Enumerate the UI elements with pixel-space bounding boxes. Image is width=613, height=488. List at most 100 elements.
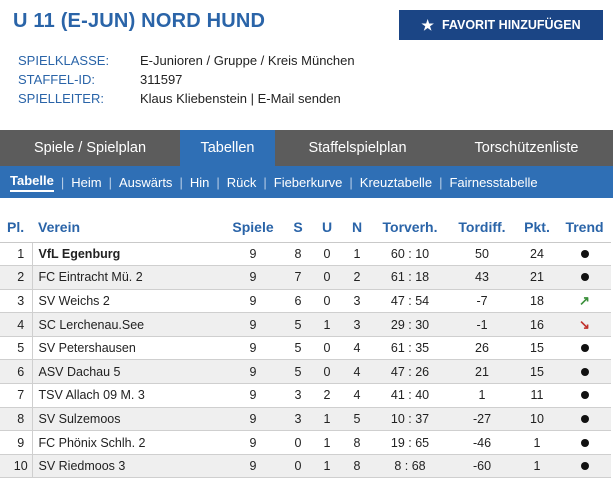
tab-staffelspielplan[interactable]: Staffelspielplan bbox=[308, 140, 407, 156]
standings-table: Pl. Verein Spiele S U N Torverh. Tordiff… bbox=[0, 212, 611, 479]
cell-torverh: 47 : 26 bbox=[372, 359, 448, 385]
meta-spielklasse-value: E-Junioren / Gruppe / Kreis München bbox=[140, 53, 355, 68]
dot-icon bbox=[580, 391, 589, 400]
cell-trend: ↘ bbox=[558, 312, 611, 337]
cell-s: 5 bbox=[284, 336, 312, 361]
cell-verein[interactable]: FC Phönix Schlh. 2 bbox=[32, 430, 222, 455]
spielleiter-separator: | bbox=[246, 91, 258, 106]
cell-n: 2 bbox=[342, 265, 372, 290]
table-row: 1 VfL Egenburg 9 8 0 1 60 : 10 50 24 bbox=[0, 242, 611, 267]
cell-verein[interactable]: SV Riedmoos 3 bbox=[32, 454, 222, 479]
email-send-link[interactable]: E-Mail senden bbox=[257, 91, 341, 106]
subnav-divider: | bbox=[349, 174, 353, 190]
col-verein: Verein bbox=[32, 212, 222, 243]
cell-pl: 7 bbox=[0, 383, 33, 408]
subnav-hin[interactable]: Hin bbox=[189, 174, 210, 190]
cell-spiele: 9 bbox=[222, 312, 284, 337]
cell-s: 7 bbox=[284, 265, 312, 290]
cell-pl: 2 bbox=[0, 265, 33, 290]
cell-verein[interactable]: FC Eintracht Mü. 2 bbox=[32, 265, 222, 290]
cell-n: 8 bbox=[342, 454, 372, 479]
add-favorite-label: FAVORIT HINZUFÜGEN bbox=[441, 18, 581, 32]
cell-u: 0 bbox=[312, 336, 342, 361]
cell-trend bbox=[558, 383, 611, 408]
cell-verein[interactable]: VfL Egenburg bbox=[32, 242, 222, 267]
dot-icon bbox=[580, 344, 589, 353]
cell-u: 2 bbox=[312, 383, 342, 408]
dot-icon bbox=[580, 462, 589, 471]
cell-trend bbox=[558, 407, 611, 432]
cell-n: 8 bbox=[342, 430, 372, 455]
meta-staffel-label: STAFFEL-ID: bbox=[18, 72, 96, 87]
col-pl: Pl. bbox=[0, 212, 32, 243]
col-pkt: Pkt. bbox=[516, 212, 558, 243]
cell-u: 0 bbox=[312, 359, 342, 385]
cell-verein[interactable]: SC Lerchenau.See bbox=[32, 312, 222, 337]
arrow-up-right-icon: ↗ bbox=[579, 292, 590, 308]
cell-tordiff: -46 bbox=[448, 430, 516, 455]
cell-pkt: 24 bbox=[516, 242, 558, 267]
cell-spiele: 9 bbox=[222, 383, 284, 408]
cell-tordiff: 1 bbox=[448, 383, 516, 408]
cell-pkt: 1 bbox=[516, 430, 558, 455]
cell-tordiff: 43 bbox=[448, 265, 516, 290]
cell-verein[interactable]: TSV Allach 09 M. 3 bbox=[32, 383, 222, 408]
cell-pkt: 18 bbox=[516, 289, 558, 314]
table-row: 8 SV Sulzemoos 9 3 1 5 10 : 37 -27 10 bbox=[0, 407, 611, 432]
cell-trend bbox=[558, 359, 611, 385]
star-icon: ★ bbox=[421, 16, 434, 33]
subnav-tabelle[interactable]: Tabelle bbox=[10, 173, 54, 192]
table-row: 7 TSV Allach 09 M. 3 9 3 2 4 41 : 40 1 11 bbox=[0, 383, 611, 408]
subnav-fairnesstabelle[interactable]: Fairnesstabelle bbox=[449, 174, 538, 190]
meta-staffel-value: 311597 bbox=[140, 72, 183, 87]
cell-pkt: 1 bbox=[516, 454, 558, 479]
cell-verein[interactable]: SV Weichs 2 bbox=[32, 289, 222, 314]
cell-tordiff: 50 bbox=[448, 242, 516, 267]
subnav-divider: | bbox=[439, 174, 443, 190]
cell-trend: ↗ bbox=[558, 289, 611, 314]
cell-trend bbox=[558, 454, 611, 479]
spielleiter-name-link[interactable]: Klaus Kliebenstein bbox=[140, 91, 247, 106]
cell-n: 4 bbox=[342, 336, 372, 361]
table-row: 4 SC Lerchenau.See 9 5 1 3 29 : 30 -1 16 ↘ bbox=[0, 312, 611, 337]
cell-pkt: 10 bbox=[516, 407, 558, 432]
subnav-kreuztabelle[interactable]: Kreuztabelle bbox=[359, 174, 433, 190]
tab-torschuetzenliste[interactable]: Torschützenliste bbox=[474, 140, 579, 156]
cell-verein[interactable]: SV Petershausen bbox=[32, 336, 222, 361]
dot-icon bbox=[580, 273, 589, 282]
subnav-divider: | bbox=[216, 174, 220, 190]
subnav-rueck[interactable]: Rück bbox=[226, 174, 257, 190]
meta-spielleiter-label: SPIELLEITER: bbox=[18, 91, 104, 106]
meta-spielklasse-label: SPIELKLASSE: bbox=[18, 53, 110, 68]
col-tordiff: Tordiff. bbox=[448, 212, 516, 243]
cell-pl: 9 bbox=[0, 430, 33, 455]
cell-u: 0 bbox=[312, 289, 342, 314]
cell-verein[interactable]: SV Sulzemoos bbox=[32, 407, 222, 432]
cell-spiele: 9 bbox=[222, 265, 284, 290]
page-title: U 11 (E-JUN) NORD HUND bbox=[13, 10, 266, 32]
add-favorite-button[interactable]: ★ FAVORIT HINZUFÜGEN bbox=[399, 10, 603, 40]
cell-spiele: 9 bbox=[222, 289, 284, 314]
tab-tabellen[interactable]: Tabellen bbox=[180, 130, 275, 166]
cell-s: 5 bbox=[284, 359, 312, 385]
cell-s: 6 bbox=[284, 289, 312, 314]
meta-staffel: STAFFEL-ID: 311597 bbox=[18, 70, 355, 89]
cell-trend bbox=[558, 336, 611, 361]
cell-n: 1 bbox=[342, 242, 372, 267]
subnav-heim[interactable]: Heim bbox=[71, 174, 102, 190]
cell-u: 1 bbox=[312, 407, 342, 432]
cell-pl: 1 bbox=[0, 242, 33, 267]
cell-u: 1 bbox=[312, 430, 342, 455]
subnav-auswaerts[interactable]: Auswärts bbox=[118, 174, 173, 190]
cell-n: 5 bbox=[342, 407, 372, 432]
cell-torverh: 10 : 37 bbox=[372, 407, 448, 432]
dot-icon bbox=[580, 367, 589, 376]
tab-spiele-spielplan[interactable]: Spiele / Spielplan bbox=[33, 140, 147, 156]
cell-tordiff: 21 bbox=[448, 359, 516, 385]
cell-verein[interactable]: ASV Dachau 5 bbox=[32, 359, 222, 385]
subnav-divider: | bbox=[108, 174, 112, 190]
cell-torverh: 61 : 35 bbox=[372, 336, 448, 361]
cell-torverh: 41 : 40 bbox=[372, 383, 448, 408]
table-row: 3 SV Weichs 2 9 6 0 3 47 : 54 -7 18 ↗ bbox=[0, 289, 611, 314]
subnav-fieberkurve[interactable]: Fieberkurve bbox=[273, 174, 343, 190]
